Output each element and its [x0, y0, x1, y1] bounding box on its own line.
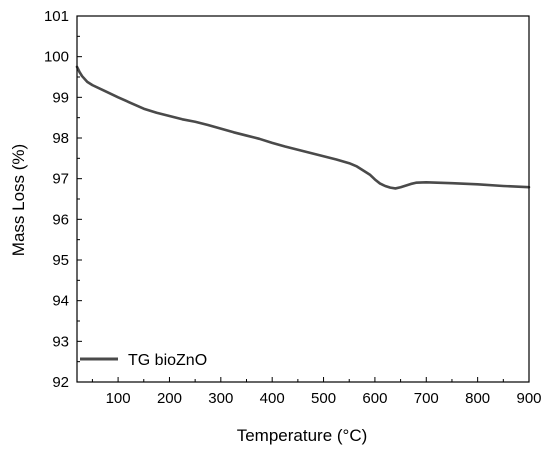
- series-line-tg-biozno: [75, 65, 531, 190]
- x-tick-label: 800: [465, 390, 490, 407]
- x-tick-label: 900: [516, 390, 541, 407]
- y-tick-label: 99: [52, 89, 69, 106]
- series-layer: [75, 65, 531, 190]
- x-tick-label: 200: [157, 390, 182, 407]
- x-axis-label: Temperature (°C): [237, 426, 368, 445]
- y-axis-label: Mass Loss (%): [9, 144, 28, 256]
- legend-label-tg-biozno: TG bioZnO: [128, 352, 207, 369]
- tick-layer: 100 200 300 400 500 600 700 800 900 92 93 94 95 96 97 9…: [44, 8, 542, 407]
- legend: TG bioZnO: [80, 352, 207, 369]
- y-tick-label: 95: [52, 252, 69, 269]
- x-tick-label: 700: [414, 390, 439, 407]
- y-tick-label: 100: [44, 49, 69, 66]
- plot-frame: [76, 15, 530, 383]
- y-tick-label: 93: [52, 333, 69, 350]
- x-tick-label: 600: [362, 390, 387, 407]
- x-tick-label: 400: [260, 390, 285, 407]
- x-tick-label: 100: [106, 390, 131, 407]
- y-tick-label: 101: [44, 8, 69, 25]
- y-tick-label: 98: [52, 130, 69, 147]
- x-tick-label: 300: [208, 390, 233, 407]
- y-tick-label: 97: [52, 171, 69, 188]
- x-tick-label: 500: [311, 390, 336, 407]
- y-tick-label: 92: [52, 374, 69, 391]
- y-tick-label: 94: [52, 293, 69, 310]
- y-tick-label: 96: [52, 211, 69, 228]
